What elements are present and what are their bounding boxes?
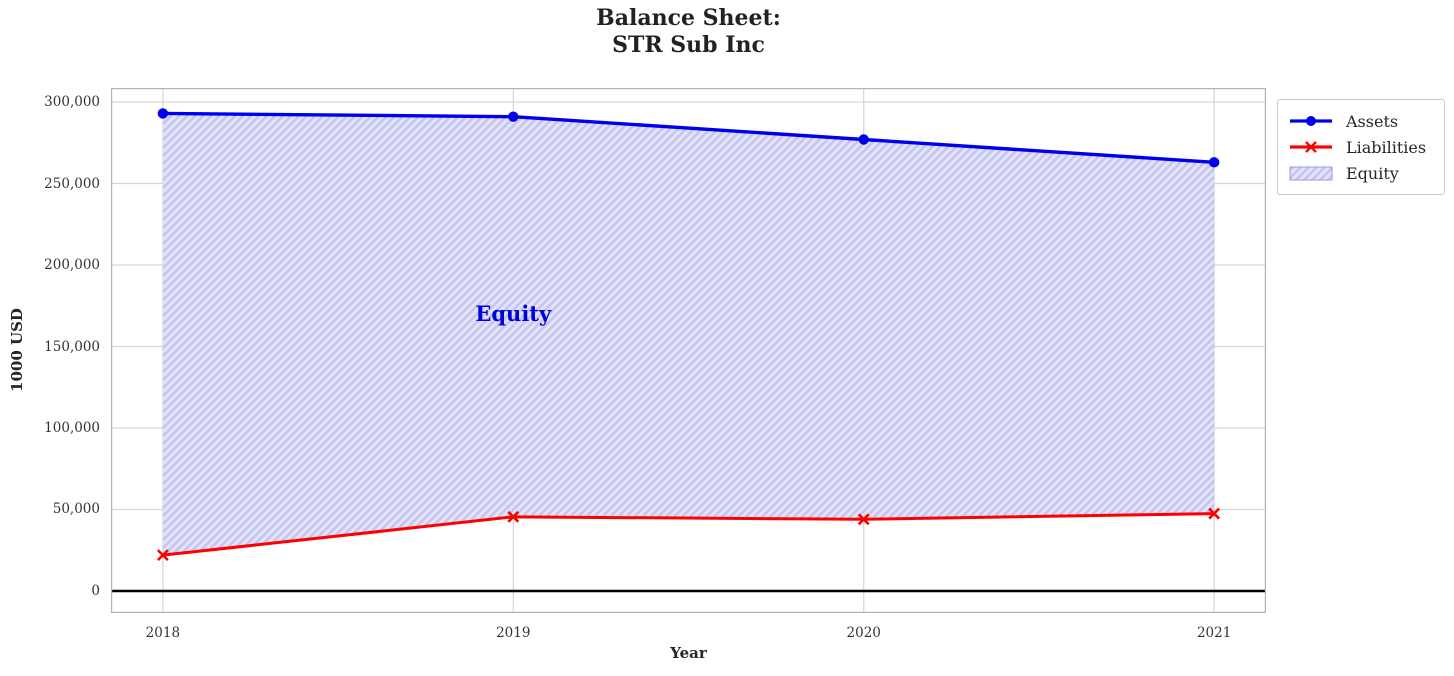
- y-tick-label: 250,000: [44, 175, 100, 192]
- x-tick-label: 2019: [496, 625, 531, 641]
- liabilities-marker: [156, 549, 169, 562]
- liabilities-marker: [857, 513, 870, 526]
- liabilities-legend-swatch: [1290, 141, 1332, 153]
- y-tick-label: 300,000: [44, 94, 100, 111]
- liabilities-marker: [1208, 507, 1221, 520]
- y-tick-label: 150,000: [44, 338, 100, 355]
- equity-legend-swatch: [1289, 166, 1333, 181]
- legend-label: Assets: [1346, 111, 1399, 131]
- x-tick-label: 2018: [145, 625, 181, 641]
- x-tick-label: 2020: [846, 625, 881, 641]
- y-tick-label: 0: [91, 582, 100, 599]
- y-tick-label: 200,000: [44, 257, 100, 273]
- equity-area-label: Equity: [475, 301, 552, 326]
- equity-area: [162, 113, 1215, 556]
- x-axis-label: Year: [670, 644, 707, 662]
- assets-legend-swatch: [1290, 116, 1332, 126]
- chart-title: Balance Sheet: STR Sub Inc: [596, 5, 781, 58]
- legend: Assets Liabilities Equity: [1277, 99, 1445, 195]
- plot-area: Equity: [111, 88, 1266, 613]
- legend-item-assets: Assets: [1288, 108, 1434, 134]
- legend-label: Equity: [1346, 163, 1399, 183]
- assets-line: [161, 111, 1216, 165]
- y-tick-label: 100,000: [44, 420, 100, 436]
- liabilities-line: [161, 512, 1216, 557]
- assets-marker: [858, 134, 869, 145]
- assets-marker: [1208, 157, 1220, 168]
- assets-marker: [157, 108, 169, 119]
- y-tick-label: 50,000: [52, 501, 100, 518]
- liabilities-marker: [507, 510, 520, 523]
- x-tick-label: 2021: [1196, 625, 1232, 641]
- legend-item-liabilities: Liabilities: [1288, 134, 1434, 160]
- legend-label: Liabilities: [1346, 137, 1427, 157]
- assets-marker: [508, 111, 519, 122]
- legend-item-equity: Equity: [1288, 160, 1434, 186]
- plot-frame: [111, 88, 1266, 613]
